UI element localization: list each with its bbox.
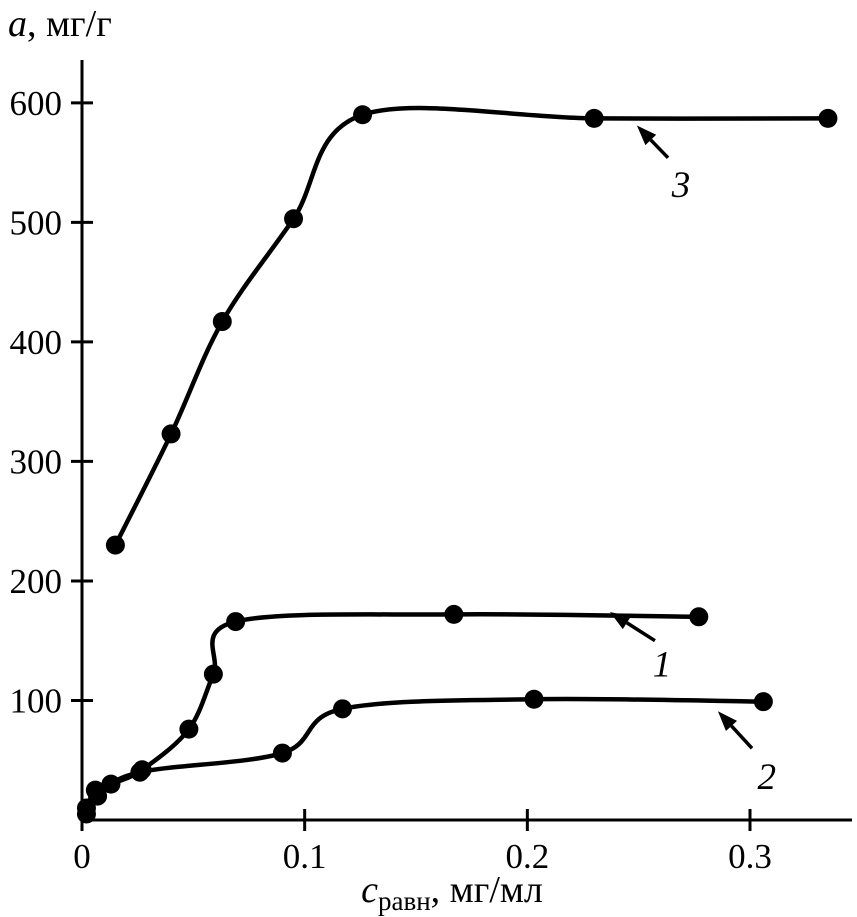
y-axis-title-units: , мг/г: [27, 3, 112, 45]
data-point-series-2: [333, 699, 353, 719]
data-point-series-3: [584, 108, 604, 128]
annotation-arrow-head-2: [717, 711, 738, 732]
data-point-series-2: [130, 762, 150, 782]
data-point-series-2: [76, 804, 96, 824]
data-point-series-2: [753, 692, 773, 712]
annotation-arrow-line-2: [730, 724, 754, 750]
data-point-series-2: [272, 743, 292, 763]
x-tick-label: 0.2: [505, 837, 549, 876]
data-point-series-3: [212, 312, 232, 332]
y-tick-label: 100: [10, 681, 63, 720]
curve-label-2: 2: [757, 757, 776, 798]
x-axis-title-units: , мг/мл: [430, 869, 543, 911]
y-tick-label: 300: [10, 442, 63, 481]
data-point-series-1: [203, 664, 223, 684]
annotation-arrow-head-3: [636, 125, 657, 146]
data-point-series-1: [689, 607, 709, 627]
x-axis-title-subscript: равн: [377, 886, 431, 916]
data-point-series-3: [161, 424, 181, 444]
y-tick-label: 500: [10, 203, 63, 242]
x-axis-title-symbol: c: [361, 869, 378, 911]
annotation-arrow-line-1: [625, 621, 656, 643]
y-tick-label: 200: [10, 562, 63, 601]
data-point-series-1: [444, 604, 464, 624]
annotation-arrow-head-1: [609, 612, 631, 630]
x-tick-label: 0.1: [283, 837, 327, 876]
data-point-series-2: [88, 786, 108, 806]
y-axis-title: a, мг/г: [8, 2, 112, 46]
data-point-series-2: [524, 689, 544, 709]
data-point-series-1: [226, 612, 246, 632]
x-tick-label: 0: [73, 837, 91, 876]
series-curve-1: [84, 612, 702, 811]
data-point-series-3: [353, 105, 373, 125]
data-point-series-3: [284, 209, 304, 229]
series-curve-2: [84, 696, 766, 817]
x-axis-title: cравн, мг/мл: [361, 868, 543, 917]
data-point-series-3: [818, 108, 838, 128]
y-tick-label: 600: [10, 84, 63, 123]
curve-label-1: 1: [653, 644, 672, 685]
x-tick-label: 0.3: [728, 837, 772, 876]
data-point-series-3: [105, 535, 125, 555]
y-tick-label: 400: [10, 323, 63, 362]
data-point-series-1: [179, 719, 199, 739]
curve-label-3: 3: [671, 165, 691, 206]
annotation-arrow-line-3: [649, 138, 670, 160]
y-axis-title-symbol: a: [8, 3, 27, 45]
